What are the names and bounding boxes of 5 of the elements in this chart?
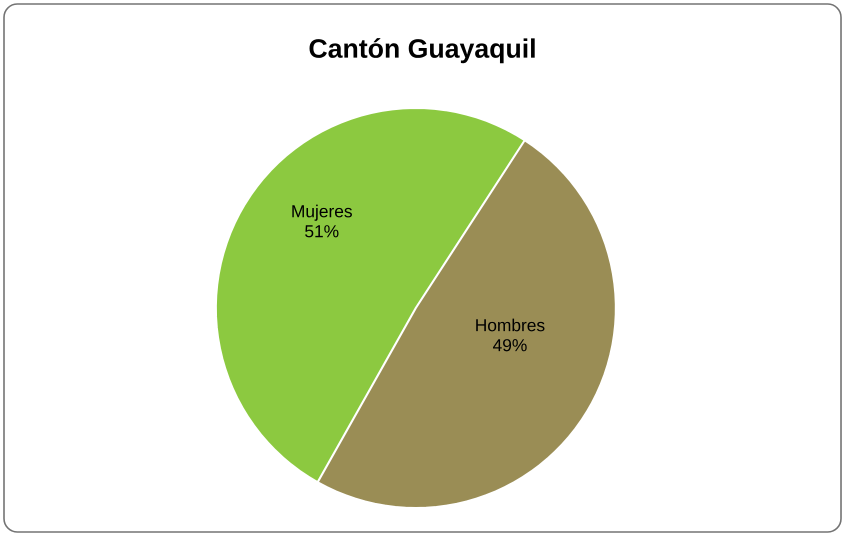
slice-label: Hombres: [476, 318, 544, 332]
data-label: 49%: [493, 339, 527, 352]
slice-label: Mujeres: [292, 204, 352, 221]
data-label: 51%: [305, 225, 338, 238]
chart-title: Cantón Guayaquil: [310, 38, 535, 64]
